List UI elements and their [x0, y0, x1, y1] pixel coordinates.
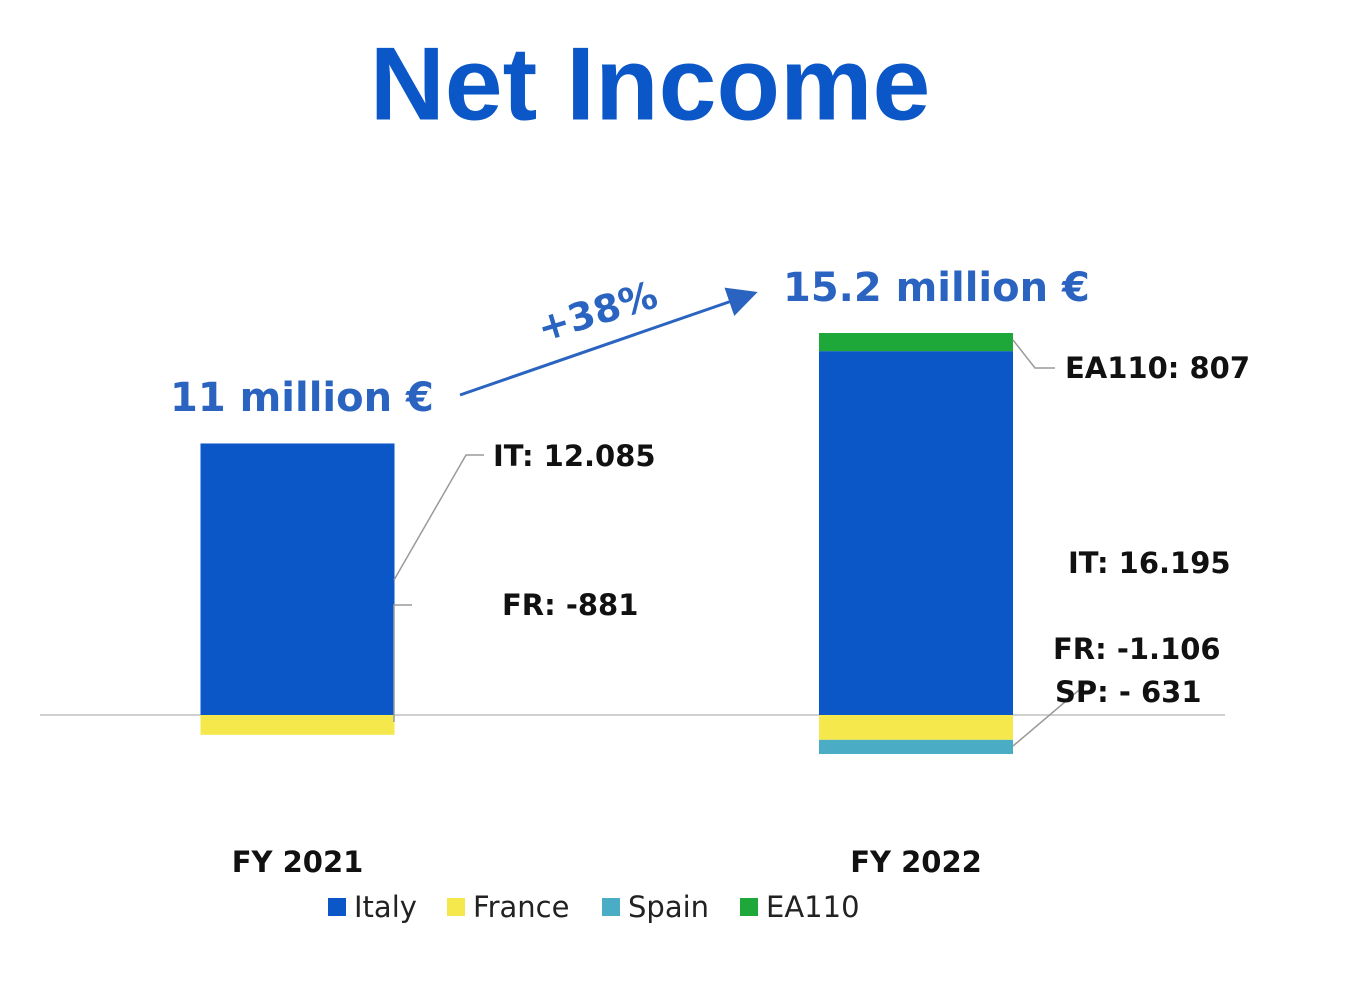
bar-segment [819, 333, 1013, 352]
x-tick-label: FY 2022 [850, 845, 982, 879]
legend-label: France [473, 890, 569, 924]
legend: Italy France Spain EA110 [328, 890, 860, 924]
leader-line [1012, 339, 1055, 369]
bar-segment [200, 715, 395, 735]
bar-segment [819, 739, 1013, 755]
legend-swatch [602, 898, 620, 916]
annotation: 15.2 million € [783, 265, 1090, 311]
legend-swatch [740, 898, 758, 916]
chart-title: Net Income [370, 26, 931, 142]
bar-segment [819, 715, 1013, 740]
bars [200, 333, 1013, 755]
annotation: +38% [532, 273, 662, 351]
data-label: SP: - 631 [1055, 675, 1202, 709]
data-label: EA110: 807 [1065, 351, 1250, 385]
legend-label: Italy [354, 890, 417, 924]
leader-line [393, 454, 484, 581]
legend-label: Spain [628, 890, 709, 924]
data-label: IT: 16.195 [1068, 546, 1231, 580]
legend-swatch [447, 898, 465, 916]
data-label: FR: -1.106 [1053, 632, 1221, 666]
leader-line [393, 604, 412, 722]
growth-arrow [459, 287, 758, 397]
data-label: FR: -881 [502, 588, 638, 622]
bar-segment [200, 443, 395, 715]
x-tick-label: FY 2021 [232, 845, 364, 879]
annotation: 11 million € [170, 375, 434, 421]
legend-swatch [328, 898, 346, 916]
legend-label: EA110 [766, 890, 860, 924]
bar-segment [819, 351, 1013, 715]
data-label: IT: 12.085 [493, 439, 656, 473]
leader-line [1012, 684, 1086, 747]
